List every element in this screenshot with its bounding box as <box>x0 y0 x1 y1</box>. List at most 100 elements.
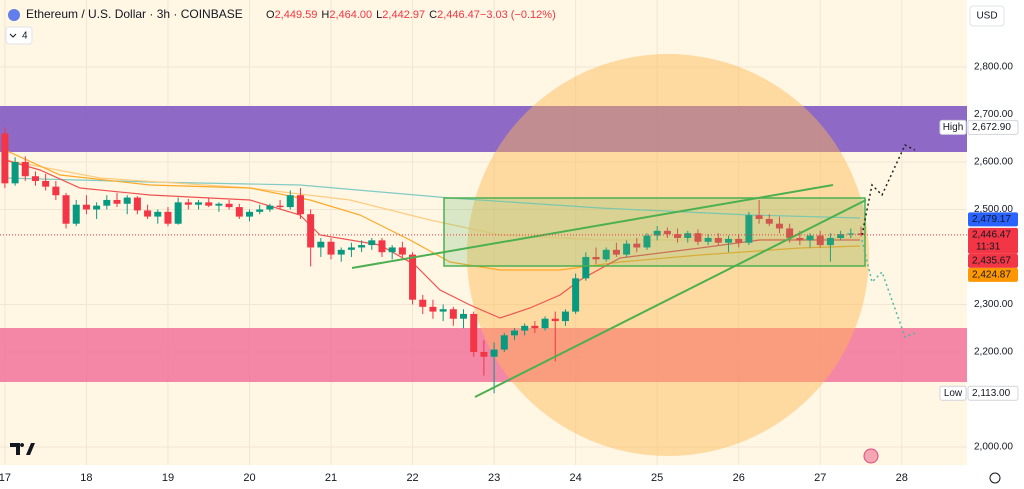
events-icon[interactable] <box>863 448 879 464</box>
tv-logo <box>10 443 35 455</box>
candle-body <box>225 203 233 208</box>
price-tag-sub: 11:31 <box>976 242 1001 253</box>
x-tick-label: 28 <box>896 472 908 484</box>
candle-body <box>541 318 549 329</box>
y-tick-label: 2,000.00 <box>974 442 1013 453</box>
candle-body <box>276 205 284 208</box>
candle-body <box>460 313 468 319</box>
candle-body <box>633 243 641 248</box>
x-tick-label: 22 <box>406 472 418 484</box>
currency-button[interactable] <box>969 5 1005 27</box>
candle-body <box>174 202 182 224</box>
x-tick-label: 27 <box>814 472 826 484</box>
candle-body <box>82 204 90 210</box>
price-tag-label: 2,479.17 <box>972 214 1011 225</box>
candle-body <box>510 330 518 336</box>
x-tick-label: 21 <box>325 472 337 484</box>
logo <box>10 443 35 455</box>
candle-body <box>480 351 488 357</box>
x-tick-label: 26 <box>733 472 745 484</box>
candle-body <box>205 202 213 206</box>
candle-body <box>62 195 70 224</box>
x-tick-label: 18 <box>80 472 92 484</box>
candle-body <box>470 313 478 352</box>
candle-body <box>307 214 315 248</box>
candle-body <box>184 202 192 205</box>
legend-value: −3.03 (−0.12%) <box>480 9 556 21</box>
candle-body <box>72 204 80 224</box>
price-tag-name-box <box>939 385 967 401</box>
candle-body <box>266 205 274 210</box>
price-tag-name: High <box>943 122 964 133</box>
y-tick-label: 2,200.00 <box>974 347 1013 358</box>
price-tag-label: 2,672.90 <box>972 122 1011 133</box>
candle-body <box>286 195 294 208</box>
candle-body <box>837 234 845 238</box>
candle-body <box>133 197 141 211</box>
candle-body <box>704 237 712 242</box>
candle-body <box>806 235 814 241</box>
candle-body <box>592 256 600 260</box>
y-tick-label: 2,600.00 <box>974 157 1013 168</box>
candle-body <box>714 237 722 243</box>
legend-key: C <box>429 9 437 21</box>
candle-body <box>31 176 39 181</box>
candle-body <box>796 237 804 241</box>
price-tag <box>968 212 1018 227</box>
indicators-toggle[interactable] <box>5 26 33 45</box>
legend-key: L <box>376 9 382 21</box>
y-tick-label: 2,800.00 <box>974 62 1013 73</box>
candle-body <box>317 241 325 248</box>
candle-body <box>195 202 203 205</box>
price-tag <box>968 227 1018 254</box>
legend-value: 2,464.00 <box>329 9 372 21</box>
candle-body <box>245 211 253 217</box>
candle-body <box>378 240 386 253</box>
candle-body <box>164 211 172 224</box>
candle-body <box>857 233 865 235</box>
candle-body <box>755 215 763 219</box>
candle-body <box>21 161 29 177</box>
candle-body <box>368 240 376 246</box>
price-tag-name-box <box>939 119 967 135</box>
candle-body <box>256 209 264 212</box>
candle-body <box>144 210 152 217</box>
candle-body <box>215 203 223 206</box>
price-tag-label: 2,113.00 <box>972 388 1011 399</box>
x-tick-label: 24 <box>570 472 582 484</box>
trend-line <box>474 199 867 398</box>
legend-key: H <box>321 9 329 21</box>
candle-body <box>561 311 569 322</box>
ohlc-legend: O2,449.59 H2,464.00 L2,442.97 C2,446.47−3.0… <box>266 9 556 21</box>
indicator-count: 4 <box>22 31 28 42</box>
x-tick-label: 17 <box>0 472 11 484</box>
candle-body <box>745 215 753 243</box>
candle-body <box>409 254 417 300</box>
candle-body <box>521 325 529 331</box>
price-tag-label: 2,435.67 <box>972 256 1011 267</box>
candle-body <box>347 247 355 250</box>
legend-value: 2,442.97 <box>382 9 425 21</box>
candle-body <box>684 233 692 238</box>
coin-icon <box>8 9 20 21</box>
y-tick-label: 2,300.00 <box>974 299 1013 310</box>
candle-body <box>816 235 824 246</box>
candle-body <box>623 243 631 255</box>
candle-body <box>826 237 834 246</box>
candle-body <box>337 249 345 255</box>
projection-up <box>861 143 916 236</box>
price-tag <box>968 267 1018 282</box>
candle-body <box>235 207 243 217</box>
candle-body <box>419 299 427 307</box>
settings-icon[interactable] <box>989 472 1001 484</box>
resistance-zone <box>0 106 967 152</box>
price-tag <box>967 385 1019 401</box>
candle-body <box>551 318 559 322</box>
candle-body <box>154 211 162 217</box>
candle-body <box>358 245 366 248</box>
y-tick-label: 2,700.00 <box>974 109 1013 120</box>
candle-body <box>582 256 590 279</box>
candle-body <box>847 233 855 235</box>
candle-body <box>398 247 406 255</box>
candle-body <box>531 325 539 329</box>
